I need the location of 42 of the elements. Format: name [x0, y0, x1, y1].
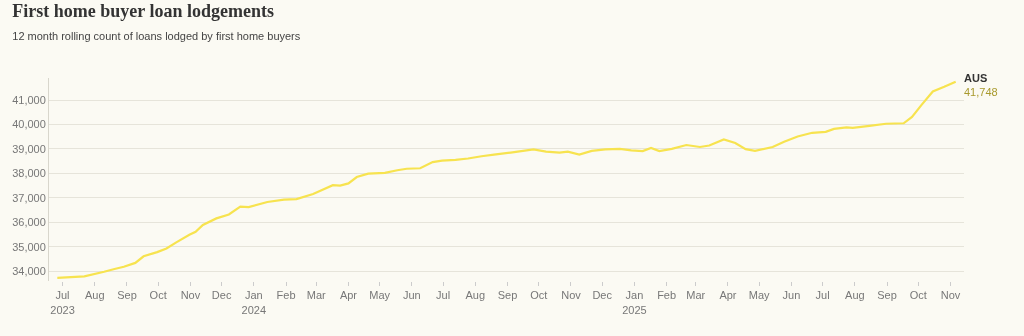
x-tick-label: Dec: [592, 289, 613, 302]
x-tick-label: Mar: [306, 289, 327, 302]
x-tick-label: Feb: [276, 289, 296, 302]
y-tick-label: 37,000: [12, 191, 46, 204]
x-tick-label: Aug: [465, 289, 486, 302]
x-tick-label: Nov: [561, 289, 582, 302]
y-tick-label: 35,000: [12, 240, 46, 253]
x-tick-label: May: [748, 289, 771, 302]
annotation: 41,748: [964, 86, 998, 98]
x-tick-label: May: [369, 289, 391, 302]
x-tick-label: Aug: [845, 289, 865, 302]
y-tick-label: 40,000: [12, 118, 46, 131]
y-tick-label: 36,000: [12, 216, 46, 229]
x-tick-label: Oct: [909, 289, 927, 302]
x-tick-label: Apr: [719, 289, 737, 302]
x-tick-label: Jul: [436, 289, 451, 302]
x-tick-label: Mar: [686, 289, 706, 302]
x-tick-label: Oct: [530, 289, 548, 302]
y-tick-label: 41,000: [12, 93, 46, 106]
x-tick-label: Sep: [497, 289, 518, 302]
x-tick-label: Aug: [84, 289, 105, 302]
x-tick-label: Sep: [117, 289, 137, 302]
x-tick-label: Oct: [149, 289, 167, 302]
x-tick-label: Jan 2025: [622, 289, 647, 316]
y-tick-label: 34,000: [12, 265, 46, 278]
x-tick-label: Jul: [815, 289, 830, 302]
chart-title: First home buyer loan lodgements: [12, 0, 274, 21]
line-series: [56, 80, 957, 279]
x-tick-label: Feb: [657, 289, 677, 302]
x-tick-label: Nov: [180, 289, 201, 302]
x-tick-label: Jun: [782, 289, 801, 302]
x-tick-label: Jan 2024: [241, 289, 267, 316]
y-tick-label: 39,000: [12, 142, 46, 155]
series-label: AUS: [964, 72, 988, 84]
chart-subtitle: 12 month rolling count of loans lodged by first home buyers: [12, 30, 301, 43]
x-tick-label: Jul 2023: [50, 289, 75, 316]
y-tick-label: 38,000: [12, 167, 46, 180]
x-tick-label: Jun: [403, 289, 421, 302]
x-tick-label: Apr: [339, 289, 358, 302]
x-tick-label: Dec: [211, 289, 232, 302]
x-tick-label: Nov: [940, 289, 961, 302]
x-tick-label: Sep: [877, 289, 897, 302]
